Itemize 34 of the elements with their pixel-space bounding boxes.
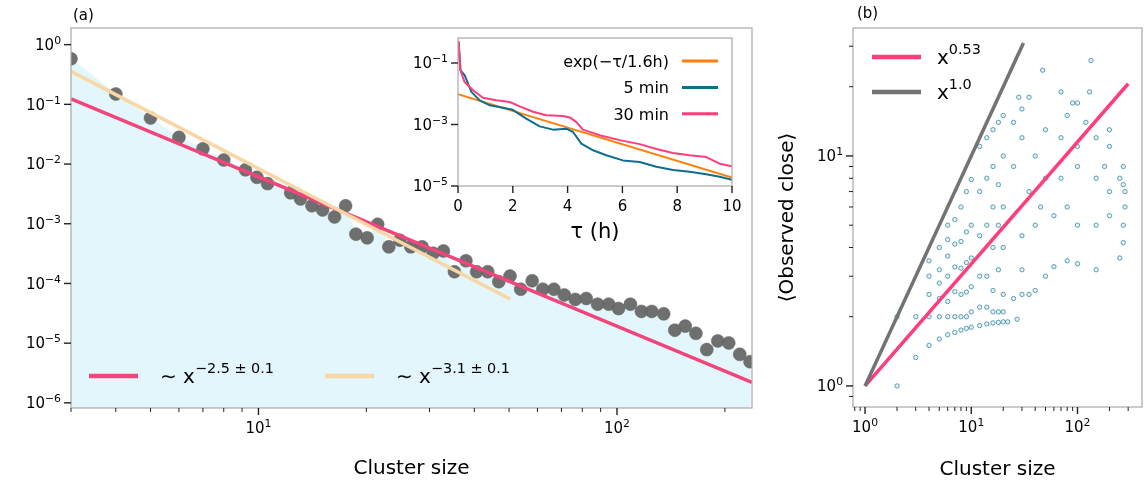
x-tick-label: 2 bbox=[508, 197, 518, 215]
y-tick-label: 10$^{−5}$ bbox=[412, 174, 448, 196]
y-tick-label: 10$^{−4}$ bbox=[25, 272, 62, 293]
x-tick-label: 10$^{2}$ bbox=[604, 416, 630, 437]
y-tick-label: 10$^{−5}$ bbox=[25, 331, 61, 353]
legend-label: 30 min bbox=[613, 104, 669, 124]
legend-label: 5 min bbox=[623, 77, 669, 97]
x-tick-label: 6 bbox=[617, 197, 628, 215]
x-axis-title: Cluster size bbox=[353, 455, 470, 479]
x-tick-label: 10 bbox=[722, 197, 742, 215]
chart-title: (b) bbox=[857, 4, 879, 22]
x-tick-label: 0 bbox=[453, 197, 463, 215]
legend-label: x$^{0.53}$ bbox=[937, 41, 981, 69]
x-tick-label: 10$^{0}$ bbox=[852, 415, 879, 436]
chart-title: (a) bbox=[73, 6, 94, 24]
y-tick-label: 10$^{−6}$ bbox=[25, 391, 62, 413]
x-tick-label: 10$^{2}$ bbox=[1064, 415, 1091, 436]
legend-label: ∼ x$^{−3.1 ± 0.1}$ bbox=[396, 360, 510, 388]
legend-label: exp(−τ/1.6h) bbox=[563, 51, 669, 71]
x-tick-label: 10$^{1}$ bbox=[245, 416, 272, 437]
y-tick-label: 10$^{0}$ bbox=[35, 33, 62, 54]
y-tick-label: 10$^{−1}$ bbox=[412, 51, 448, 73]
x-tick-label: 4 bbox=[562, 197, 573, 215]
y-tick-label: 10$^{−1}$ bbox=[25, 93, 61, 114]
y-tick-label: 10$^{−3}$ bbox=[412, 113, 448, 134]
x-axis-title: Cluster size bbox=[939, 456, 1056, 480]
y-tick-label: 10$^{−3}$ bbox=[25, 212, 61, 233]
x-axis-title: τ (h) bbox=[570, 219, 620, 243]
y-axis-title: ⟨Observed close⟩ bbox=[774, 132, 798, 303]
legend-label: x$^{1.0}$ bbox=[937, 76, 972, 104]
x-tick-label: 10$^{1}$ bbox=[958, 415, 985, 436]
legend-label: ∼ x$^{−2.5 ± 0.1}$ bbox=[160, 360, 274, 388]
y-tick-label: 10$^{−2}$ bbox=[25, 152, 61, 174]
x-tick-label: 8 bbox=[672, 197, 682, 215]
